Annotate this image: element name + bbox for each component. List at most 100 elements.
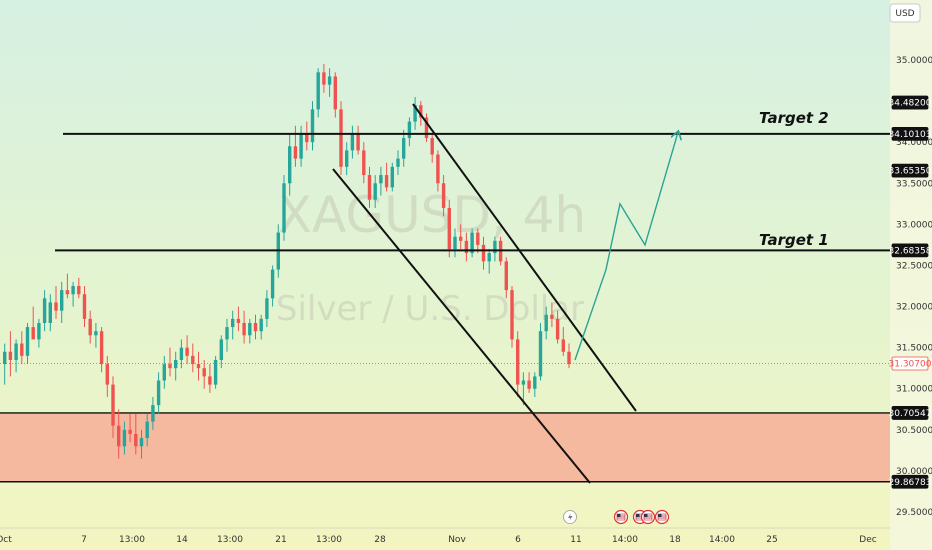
candle[interactable]	[82, 286, 87, 328]
candle[interactable]	[242, 310, 246, 344]
candle[interactable]	[134, 413, 138, 455]
candle[interactable]	[105, 355, 109, 397]
candle[interactable]	[117, 409, 121, 459]
candle[interactable]	[310, 101, 315, 151]
channel-upper-line[interactable]	[412, 103, 637, 412]
candle[interactable]	[20, 331, 24, 365]
candle[interactable]	[567, 343, 571, 369]
price-tag[interactable]: 33.65350	[889, 163, 932, 178]
candle[interactable]	[390, 162, 394, 192]
candle[interactable]	[464, 232, 469, 262]
candle[interactable]	[316, 68, 320, 118]
candle[interactable]	[538, 322, 543, 381]
candle[interactable]	[470, 228, 474, 258]
candle[interactable]	[367, 166, 372, 208]
candle[interactable]	[430, 133, 434, 163]
candle[interactable]	[481, 236, 486, 270]
candle[interactable]	[191, 343, 195, 373]
candle[interactable]	[236, 306, 241, 332]
candle[interactable]	[402, 129, 406, 167]
candle[interactable]	[384, 162, 389, 192]
candle[interactable]	[208, 364, 212, 393]
candle[interactable]	[168, 347, 172, 377]
candle[interactable]	[362, 142, 366, 184]
candle[interactable]	[339, 101, 343, 176]
price-scale[interactable]	[890, 0, 932, 550]
candle[interactable]	[37, 318, 41, 348]
candle[interactable]	[139, 429, 144, 459]
candle[interactable]	[487, 249, 491, 274]
candle[interactable]	[396, 150, 400, 176]
candle[interactable]	[413, 96, 417, 130]
candle[interactable]	[151, 396, 155, 430]
channel-lower-line[interactable]	[332, 168, 591, 484]
candle[interactable]	[25, 322, 30, 365]
candle[interactable]	[213, 355, 218, 389]
candle[interactable]	[299, 125, 303, 167]
us-flag-icon[interactable]	[613, 509, 629, 525]
candle[interactable]	[111, 376, 115, 439]
candle[interactable]	[31, 306, 35, 340]
candle[interactable]	[265, 290, 269, 328]
candle[interactable]	[77, 277, 81, 299]
currency-button[interactable]	[889, 3, 921, 23]
candle[interactable]	[447, 199, 451, 258]
candle[interactable]	[293, 125, 298, 167]
candle[interactable]	[225, 318, 229, 352]
candle[interactable]	[196, 351, 201, 381]
price-tag[interactable]: 32.68358	[889, 243, 932, 258]
price-tag[interactable]: 34.48200	[889, 95, 932, 110]
candle[interactable]	[185, 335, 189, 365]
candle[interactable]	[350, 125, 355, 159]
candle[interactable]	[253, 314, 258, 340]
candle[interactable]	[424, 113, 429, 143]
candle[interactable]	[356, 125, 360, 155]
candle[interactable]	[453, 228, 457, 258]
candle[interactable]	[94, 322, 98, 348]
candle[interactable]	[561, 327, 565, 356]
candle[interactable]	[42, 290, 47, 332]
candle[interactable]	[65, 273, 70, 299]
candle[interactable]	[248, 318, 252, 344]
candle[interactable]	[3, 343, 7, 385]
candle[interactable]	[179, 339, 184, 369]
candle[interactable]	[14, 339, 18, 373]
candle[interactable]	[288, 133, 292, 196]
candle[interactable]	[71, 281, 75, 307]
flash-icon[interactable]	[563, 510, 577, 524]
price-tag[interactable]: 34.10103	[889, 126, 932, 141]
us-flag-icon[interactable]	[640, 509, 656, 525]
price-tag[interactable]: 29.86783	[889, 474, 932, 489]
candle[interactable]	[60, 281, 64, 323]
candle[interactable]	[544, 306, 548, 340]
candle[interactable]	[521, 372, 526, 406]
candle[interactable]	[219, 335, 223, 369]
us-flag-icon[interactable]	[654, 509, 670, 525]
candle[interactable]	[162, 355, 166, 389]
candle[interactable]	[459, 224, 463, 250]
candle[interactable]	[407, 117, 412, 147]
candle[interactable]	[533, 372, 537, 397]
candle[interactable]	[379, 166, 383, 196]
candle[interactable]	[8, 331, 13, 377]
candle[interactable]	[527, 372, 531, 393]
candle[interactable]	[122, 421, 127, 455]
candle[interactable]	[270, 265, 275, 307]
price-tag[interactable]: 30.70547	[889, 406, 932, 420]
candle[interactable]	[145, 413, 149, 447]
price-tag[interactable]: 31.30700	[889, 356, 932, 371]
candle[interactable]	[174, 351, 178, 381]
candle[interactable]	[476, 228, 480, 254]
candle[interactable]	[305, 121, 309, 151]
candle[interactable]	[555, 310, 560, 344]
candle[interactable]	[202, 359, 206, 389]
candle[interactable]	[99, 327, 104, 373]
candle[interactable]	[259, 314, 263, 340]
candle[interactable]	[128, 413, 132, 443]
candle[interactable]	[510, 286, 514, 348]
candle[interactable]	[345, 142, 349, 176]
candle[interactable]	[373, 175, 377, 208]
candle[interactable]	[493, 236, 497, 262]
candle[interactable]	[441, 175, 446, 217]
candle[interactable]	[327, 68, 332, 97]
